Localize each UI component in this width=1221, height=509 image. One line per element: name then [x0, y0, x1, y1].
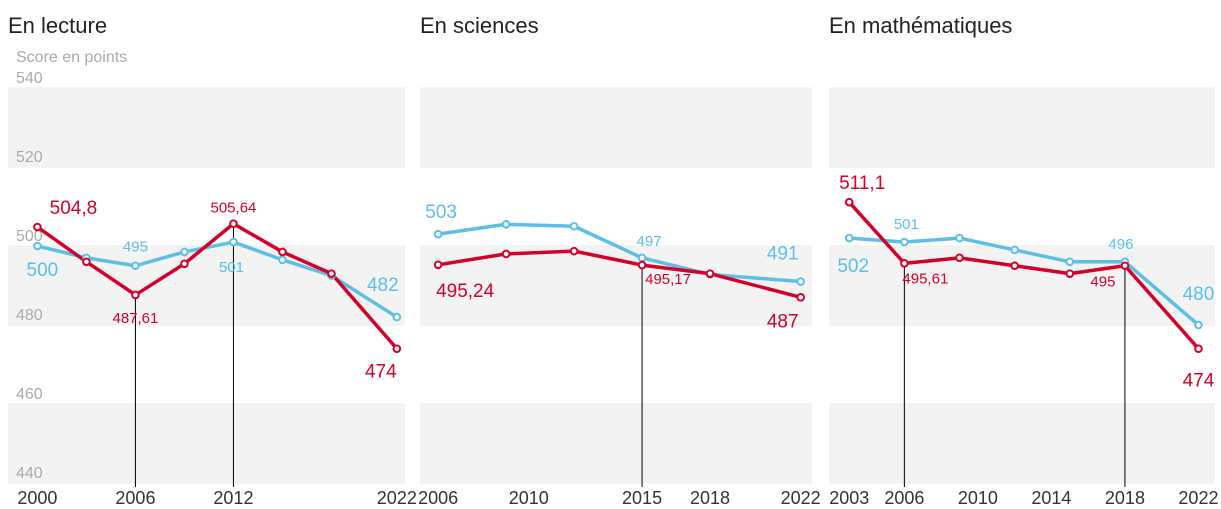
x-tick-label: 2014: [1031, 488, 1071, 508]
x-tick-label: 2022: [377, 488, 417, 508]
data-label: 495,17: [645, 271, 691, 288]
point: [900, 259, 909, 268]
band: [8, 246, 405, 325]
series-line: [437, 249, 802, 300]
data-label: 487,61: [112, 310, 158, 327]
point: [569, 246, 579, 256]
data-label: 504,8: [50, 198, 98, 219]
point: [955, 233, 964, 243]
band: [8, 404, 405, 483]
x-tick-label: 2006: [418, 488, 458, 508]
point: [955, 253, 964, 263]
point: [180, 259, 189, 269]
data-label: 511,1: [839, 173, 885, 194]
y-tick-label: 440: [16, 465, 43, 482]
data-label: 497: [637, 233, 662, 250]
point: [1065, 257, 1075, 267]
x-tick-label: 2006: [115, 488, 155, 508]
series-line: [36, 221, 399, 350]
point: [844, 233, 854, 243]
point: [433, 229, 443, 239]
panel-title: En lecture: [8, 13, 107, 38]
point: [82, 257, 91, 267]
panel-title: En mathématiques: [829, 13, 1012, 38]
point: [33, 222, 42, 232]
series-line: [437, 222, 801, 284]
data-label: 495,24: [436, 281, 495, 302]
point: [392, 344, 402, 354]
x-tick-label: 2015: [622, 488, 662, 508]
point: [569, 221, 579, 231]
data-label: 495: [1090, 274, 1115, 291]
point: [705, 269, 715, 278]
band: [829, 404, 1215, 483]
y-tick-label: 540: [16, 70, 43, 87]
data-label: 480: [1183, 284, 1215, 305]
point: [33, 241, 42, 251]
point: [1010, 245, 1019, 255]
point: [180, 247, 189, 257]
point: [229, 237, 238, 247]
point: [131, 261, 140, 271]
point: [637, 253, 647, 263]
data-label: 501: [219, 259, 244, 276]
point: [501, 249, 511, 259]
point: [327, 269, 336, 278]
data-label: 482: [367, 275, 399, 296]
point: [637, 260, 647, 270]
point: [1194, 320, 1203, 330]
x-tick-label: 2022: [1178, 488, 1218, 508]
x-tick-label: 2018: [690, 488, 730, 508]
data-label: 491: [767, 244, 799, 265]
data-label: 474: [365, 362, 397, 383]
panel-title: En sciences: [420, 13, 539, 38]
data-label: 503: [425, 202, 457, 223]
x-tick-label: 2006: [884, 488, 924, 508]
x-tick-label: 2022: [781, 488, 821, 508]
band: [420, 88, 812, 167]
band: [8, 88, 405, 167]
point: [900, 237, 909, 247]
x-tick-label: 2010: [509, 488, 549, 508]
y-tick-label: 480: [16, 307, 43, 324]
data-label: 505,64: [211, 200, 257, 217]
data-label: 496: [1108, 236, 1133, 253]
x-tick-label: 2018: [1105, 488, 1145, 508]
x-tick-label: 2000: [17, 488, 57, 508]
point: [844, 197, 854, 207]
point: [1010, 261, 1019, 271]
point: [278, 255, 287, 265]
x-tick-label: 2012: [213, 488, 253, 508]
x-tick-label: 2003: [829, 488, 869, 508]
data-label: 495,61: [902, 270, 948, 287]
data-label: 487: [767, 311, 799, 332]
band: [829, 88, 1215, 167]
point: [1194, 344, 1203, 354]
point: [433, 260, 443, 270]
y-tick-label: 500: [16, 228, 43, 245]
point: [1065, 269, 1075, 278]
data-label: 495: [123, 239, 148, 256]
data-label: 501: [894, 216, 919, 233]
y-axis-label: Score en points: [16, 49, 127, 66]
point: [796, 293, 805, 302]
series-line: [36, 240, 398, 319]
data-label: 500: [27, 260, 59, 281]
point: [1120, 261, 1130, 271]
band: [420, 404, 812, 483]
y-tick-label: 520: [16, 149, 43, 166]
y-tick-label: 460: [16, 386, 43, 403]
point: [131, 290, 140, 300]
data-label: 474: [1183, 371, 1215, 392]
point: [229, 219, 238, 229]
point: [392, 312, 402, 322]
point: [501, 219, 511, 229]
x-tick-label: 2010: [958, 488, 998, 508]
point: [278, 247, 287, 257]
point: [796, 277, 805, 286]
band: [829, 246, 1215, 325]
data-label: 502: [837, 256, 869, 277]
